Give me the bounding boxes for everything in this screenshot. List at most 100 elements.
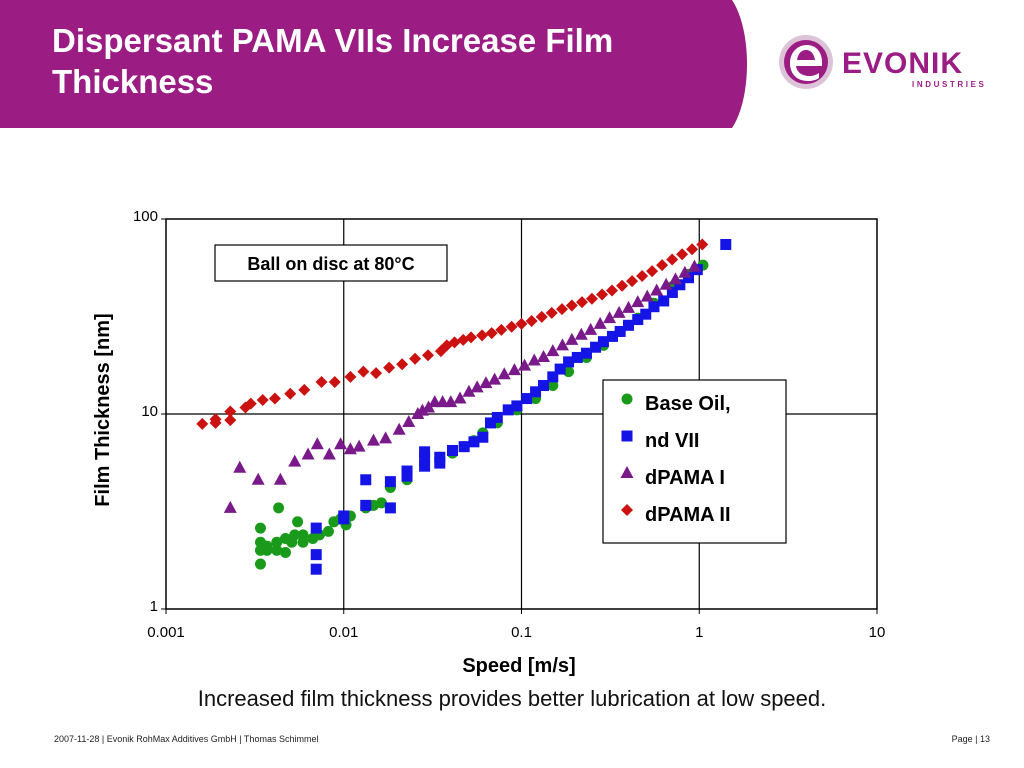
data-point-dpama-i <box>488 372 502 385</box>
data-point-dpama-i <box>251 472 265 485</box>
data-point-dpama-i <box>392 422 406 435</box>
data-point-dpama-ii <box>606 284 619 297</box>
data-point-dpama-ii <box>224 405 237 418</box>
data-point-dpama-i <box>612 305 626 318</box>
data-point-nd-vii <box>580 347 592 359</box>
data-point-dpama-i <box>415 403 429 416</box>
data-point-base-oil <box>254 558 266 570</box>
data-point-base-oil <box>375 497 387 509</box>
data-point-nd-vii <box>554 363 566 375</box>
data-point-nd-vii <box>468 436 480 448</box>
data-point-base-oil <box>563 366 575 378</box>
data-point-nd-vii <box>538 380 550 392</box>
data-point-dpama-ii <box>209 413 222 426</box>
data-point-dpama-ii <box>370 367 383 380</box>
data-point-dpama-i <box>687 259 701 272</box>
data-point-dpama-i <box>233 460 247 473</box>
data-point-dpama-i <box>470 380 484 393</box>
x-axis-title: Speed [m/s] <box>462 655 575 677</box>
data-point-base-oil <box>271 536 283 548</box>
legend-label: dPAMA I <box>645 467 725 489</box>
data-point-dpama-ii <box>357 365 370 378</box>
data-point-dpama-ii <box>196 417 209 430</box>
data-point-base-oil <box>292 516 304 528</box>
data-point-nd-vii <box>640 308 652 320</box>
data-point-nd-vii <box>401 465 413 477</box>
legend-marker-base-oil <box>621 393 633 405</box>
data-point-dpama-ii <box>485 327 498 340</box>
data-point-base-oil <box>322 525 334 537</box>
data-point-dpama-ii <box>448 336 461 349</box>
data-point-dpama-ii <box>636 270 649 283</box>
data-point-dpama-ii <box>256 393 269 406</box>
data-point-nd-vii <box>674 279 686 291</box>
data-point-dpama-i <box>650 283 664 296</box>
data-point-dpama-ii <box>646 265 659 278</box>
data-point-dpama-ii <box>244 397 257 410</box>
data-point-nd-vii <box>310 522 322 534</box>
x-tick-label: 1 <box>695 624 703 641</box>
data-point-dpama-ii <box>344 370 357 383</box>
data-point-nd-vii <box>434 457 446 469</box>
data-point-dpama-i <box>352 439 366 452</box>
data-point-dpama-ii <box>495 323 508 336</box>
x-tick-label: 0.01 <box>329 624 358 641</box>
data-point-nd-vii <box>360 499 372 511</box>
data-point-dpama-ii <box>525 314 538 327</box>
data-point-dpama-i <box>453 391 467 404</box>
data-point-nd-vii <box>484 417 496 429</box>
data-point-dpama-ii <box>596 288 609 301</box>
data-point-dpama-i <box>273 472 287 485</box>
data-point-dpama-i <box>334 437 348 450</box>
data-point-nd-vii <box>477 431 489 443</box>
legend: Base Oil, nd VII dPAMA I dPAMA II <box>602 379 787 544</box>
data-point-nd-vii <box>623 319 635 331</box>
data-point-nd-vii <box>384 476 396 488</box>
footer-info: 2007-11-28 | Evonik RohMax Additives Gmb… <box>54 734 319 744</box>
evonik-e-logo-icon <box>779 35 833 89</box>
data-point-dpama-ii <box>676 248 689 261</box>
data-point-nd-vii <box>338 510 350 522</box>
data-point-dpama-i <box>555 338 569 351</box>
data-point-dpama-i <box>479 376 493 389</box>
data-point-dpama-i <box>537 350 551 363</box>
data-point-dpama-ii <box>505 320 518 333</box>
y-tick-label: 1 <box>150 598 158 615</box>
data-point-nd-vii <box>360 474 372 486</box>
data-point-dpama-ii <box>545 306 558 319</box>
data-point-dpama-ii <box>409 352 422 365</box>
slide-caption: Increased film thickness provides better… <box>197 686 827 711</box>
header-band-shape <box>0 0 747 128</box>
data-point-base-oil <box>297 529 309 541</box>
annotation-text: Ball on disc at 80°C <box>247 254 414 274</box>
data-point-dpama-i <box>622 300 636 313</box>
x-tick-label: 0.001 <box>147 624 185 641</box>
data-point-dpama-i <box>462 384 476 397</box>
data-point-dpama-ii <box>565 299 578 312</box>
data-point-nd-vii <box>384 502 396 514</box>
data-point-dpama-i <box>640 289 654 302</box>
data-point-dpama-ii <box>422 349 435 362</box>
legend-label: dPAMA II <box>645 504 731 526</box>
data-point-dpama-ii <box>696 238 709 251</box>
data-point-nd-vii <box>597 336 609 348</box>
data-point-dpama-ii <box>585 292 598 305</box>
series-dpama-ii <box>196 238 709 430</box>
data-point-nd-vii <box>632 314 644 326</box>
data-point-nd-vii <box>720 238 732 250</box>
data-point-dpama-ii <box>556 303 569 316</box>
legend-box <box>602 379 787 544</box>
data-point-dpama-ii <box>476 329 489 342</box>
data-point-dpama-i <box>603 311 617 324</box>
data-point-dpama-i <box>659 277 673 290</box>
data-point-nd-vii <box>502 404 514 416</box>
y-tick-label: 10 <box>141 403 158 420</box>
data-point-dpama-ii <box>224 414 237 427</box>
x-tick-label: 10 <box>869 624 886 641</box>
data-point-nd-vii <box>666 286 678 298</box>
y-axis-title: Film Thickness [nm] <box>92 313 114 506</box>
data-point-nd-vii <box>571 351 583 363</box>
data-point-base-oil <box>279 546 291 558</box>
data-point-dpama-ii <box>284 387 297 400</box>
data-point-dpama-ii <box>328 375 341 388</box>
